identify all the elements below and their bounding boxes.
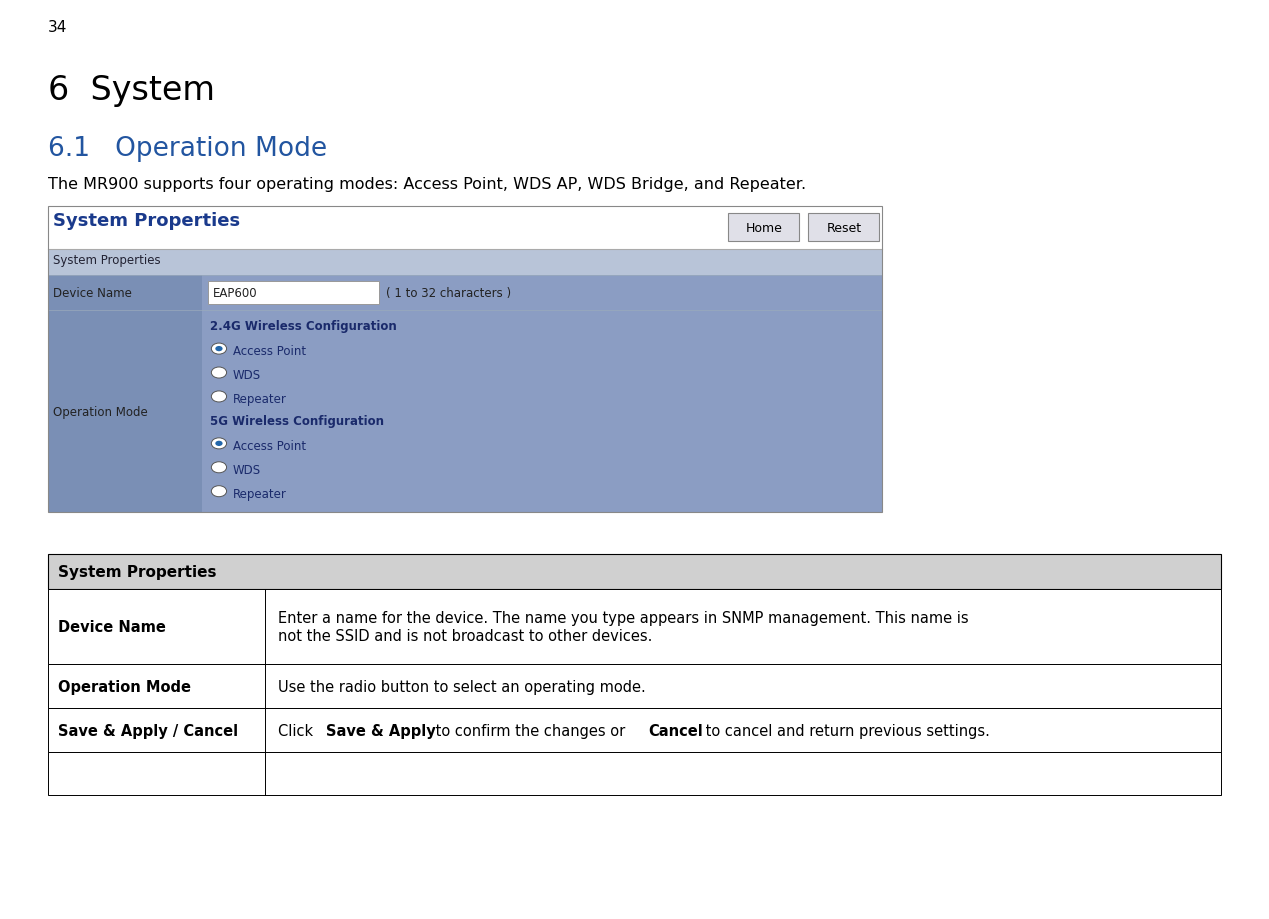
Bar: [48, 753, 1221, 795]
Text: Device Name: Device Name: [53, 287, 132, 300]
Bar: [48, 207, 882, 513]
Text: Save & Apply: Save & Apply: [326, 723, 437, 738]
Bar: [48, 250, 882, 276]
Bar: [48, 709, 1221, 753]
Text: Repeater: Repeater: [233, 487, 287, 500]
Text: 6.1   Operation Mode: 6.1 Operation Mode: [48, 136, 327, 162]
Text: EAP600: EAP600: [213, 287, 258, 300]
Text: ( 1 to 32 characters ): ( 1 to 32 characters ): [387, 287, 511, 300]
Text: Use the radio button to select an operating mode.: Use the radio button to select an operat…: [278, 679, 646, 694]
Circle shape: [212, 438, 227, 449]
Text: Enter a name for the device. The name you type appears in SNMP management. This : Enter a name for the device. The name yo…: [278, 610, 968, 643]
Bar: [48, 311, 882, 513]
Text: Device Name: Device Name: [58, 619, 166, 634]
Text: to confirm the changes or: to confirm the changes or: [431, 723, 629, 738]
Text: to cancel and return previous settings.: to cancel and return previous settings.: [702, 723, 990, 738]
Text: Reset: Reset: [826, 221, 862, 234]
Text: The MR900 supports four operating modes: Access Point, WDS AP, WDS Bridge, and R: The MR900 supports four operating modes:…: [48, 176, 806, 191]
Circle shape: [212, 391, 227, 403]
Circle shape: [212, 462, 227, 473]
Bar: [48, 554, 1221, 589]
Circle shape: [212, 344, 227, 355]
Bar: [208, 281, 379, 305]
Bar: [48, 276, 203, 311]
Bar: [728, 214, 799, 242]
Bar: [808, 214, 879, 242]
Text: System Properties: System Properties: [58, 564, 217, 579]
Text: 6  System: 6 System: [48, 74, 216, 107]
Text: 2.4G Wireless Configuration: 2.4G Wireless Configuration: [211, 320, 397, 333]
Bar: [48, 276, 882, 311]
Text: System Properties: System Properties: [53, 254, 161, 267]
Text: Access Point: Access Point: [233, 345, 306, 357]
Bar: [48, 207, 882, 250]
Text: 34: 34: [48, 20, 67, 35]
Text: WDS: WDS: [233, 463, 261, 476]
Bar: [48, 311, 203, 513]
Circle shape: [212, 486, 227, 497]
Text: Home: Home: [745, 221, 783, 234]
Text: System Properties: System Properties: [53, 211, 240, 230]
Text: 5G Wireless Configuration: 5G Wireless Configuration: [211, 414, 385, 427]
Circle shape: [216, 441, 222, 447]
Bar: [48, 664, 1221, 709]
Text: Access Point: Access Point: [233, 439, 306, 452]
Text: Click: Click: [278, 723, 317, 738]
Circle shape: [212, 368, 227, 379]
Bar: [48, 589, 1221, 664]
Text: WDS: WDS: [233, 369, 261, 381]
Text: Save & Apply / Cancel: Save & Apply / Cancel: [58, 723, 239, 738]
Text: Operation Mode: Operation Mode: [58, 679, 192, 694]
Text: Cancel: Cancel: [648, 723, 703, 738]
Circle shape: [216, 346, 222, 352]
Text: Operation Mode: Operation Mode: [53, 405, 148, 418]
Text: Repeater: Repeater: [233, 392, 287, 405]
